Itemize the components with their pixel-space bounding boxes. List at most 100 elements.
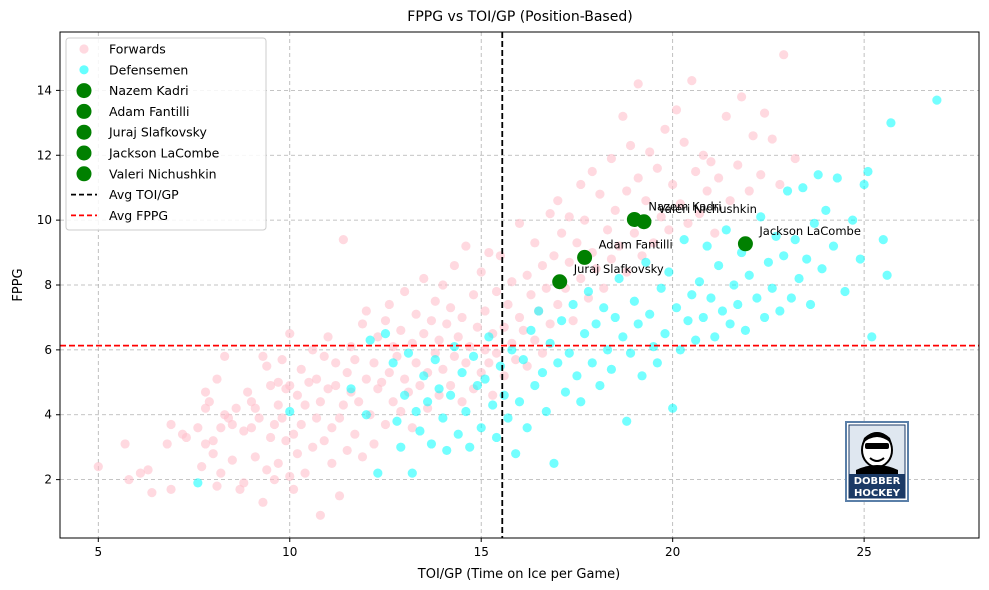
forward-point — [530, 335, 540, 345]
defenseman-point — [438, 413, 448, 423]
forward-point — [660, 124, 670, 134]
highlighted-players — [552, 211, 753, 290]
defenseman-point — [652, 358, 662, 368]
forward-point — [124, 475, 134, 485]
defenseman-point — [461, 406, 471, 417]
defenseman-point — [392, 416, 402, 426]
defenseman-point — [671, 303, 682, 313]
defenseman-point — [514, 397, 525, 407]
forward-point — [407, 338, 417, 348]
defenseman-point — [430, 355, 440, 365]
defenseman-point — [710, 332, 720, 342]
forward-point — [250, 403, 260, 413]
forward-point — [200, 387, 211, 397]
legend-marker — [76, 124, 92, 140]
forward-point — [334, 491, 345, 501]
forward-point — [396, 325, 406, 336]
forward-point — [350, 355, 360, 365]
forward-point — [331, 380, 341, 391]
forward-point — [434, 390, 444, 400]
defenseman-point — [468, 351, 479, 361]
forward-point — [790, 153, 800, 164]
defenseman-point — [579, 329, 590, 339]
forward-point — [668, 179, 678, 190]
defenseman-point — [782, 186, 793, 196]
forward-point — [518, 325, 528, 336]
forward-point — [181, 432, 191, 443]
defenseman-point — [886, 118, 896, 128]
forward-point — [568, 316, 578, 326]
forward-point — [491, 286, 502, 297]
player-annotation: Adam Fantilli — [599, 237, 673, 251]
defenseman-point — [714, 260, 724, 271]
legend-marker — [76, 145, 92, 161]
forward-point — [698, 150, 708, 160]
forward-point — [380, 316, 391, 326]
forward-point — [759, 108, 770, 118]
forward-point — [449, 260, 460, 271]
forward-point — [445, 380, 456, 391]
forward-point — [277, 413, 287, 423]
defenseman-point — [779, 251, 789, 261]
forward-point — [266, 432, 276, 443]
forward-point — [633, 79, 643, 89]
forward-point — [273, 458, 283, 468]
defenseman-point — [786, 293, 796, 303]
forward-point — [641, 196, 651, 206]
forward-point — [438, 364, 448, 374]
defenseman-point — [541, 406, 551, 417]
defenseman-point — [863, 166, 873, 177]
highlighted-player-point — [577, 249, 593, 265]
defenseman-point — [668, 403, 678, 413]
forward-point — [212, 374, 222, 384]
y-tick-label: 14 — [37, 83, 52, 97]
forward-point — [411, 309, 421, 319]
defenseman-point — [832, 173, 842, 183]
forward-point — [449, 351, 460, 361]
defenseman-point — [426, 439, 437, 449]
defenseman-point — [733, 299, 743, 310]
defenseman-point — [442, 445, 452, 456]
forward-point — [342, 445, 352, 456]
forward-point — [323, 384, 333, 394]
forward-point — [407, 423, 417, 433]
forward-point — [296, 419, 306, 430]
forward-point — [262, 465, 272, 475]
defenseman-point — [706, 293, 716, 303]
x-tick-label: 10 — [282, 545, 297, 559]
defenseman-point — [798, 183, 808, 193]
forward-point — [334, 413, 345, 423]
forward-point — [622, 186, 632, 196]
defenseman-point — [771, 231, 781, 241]
defenseman-point — [802, 254, 812, 264]
forward-point — [212, 481, 222, 491]
forward-point — [342, 367, 352, 378]
defenseman-point — [633, 319, 643, 329]
forward-point — [625, 140, 636, 151]
defenseman-point — [583, 286, 594, 297]
forward-point — [369, 439, 379, 449]
forward-point — [419, 329, 429, 339]
defenseman-point — [882, 270, 892, 280]
defenseman-point — [717, 306, 728, 316]
forward-point — [308, 442, 318, 452]
forward-point — [357, 452, 368, 462]
defenseman-point — [629, 296, 639, 306]
forward-point — [361, 306, 371, 316]
defenseman-point — [763, 257, 773, 267]
forward-point — [545, 209, 555, 219]
defenseman-point — [817, 264, 827, 274]
forward-point — [465, 342, 475, 352]
forward-point — [285, 471, 295, 481]
forward-point — [296, 364, 306, 374]
defenseman-point — [859, 179, 869, 190]
forward-point — [664, 225, 674, 235]
defenseman-point — [400, 390, 410, 400]
forward-point — [537, 260, 548, 271]
forward-point — [595, 189, 605, 199]
defenseman-point — [645, 309, 655, 319]
defenseman-point — [648, 342, 659, 352]
forward-point — [457, 397, 467, 407]
forward-point — [227, 419, 237, 430]
